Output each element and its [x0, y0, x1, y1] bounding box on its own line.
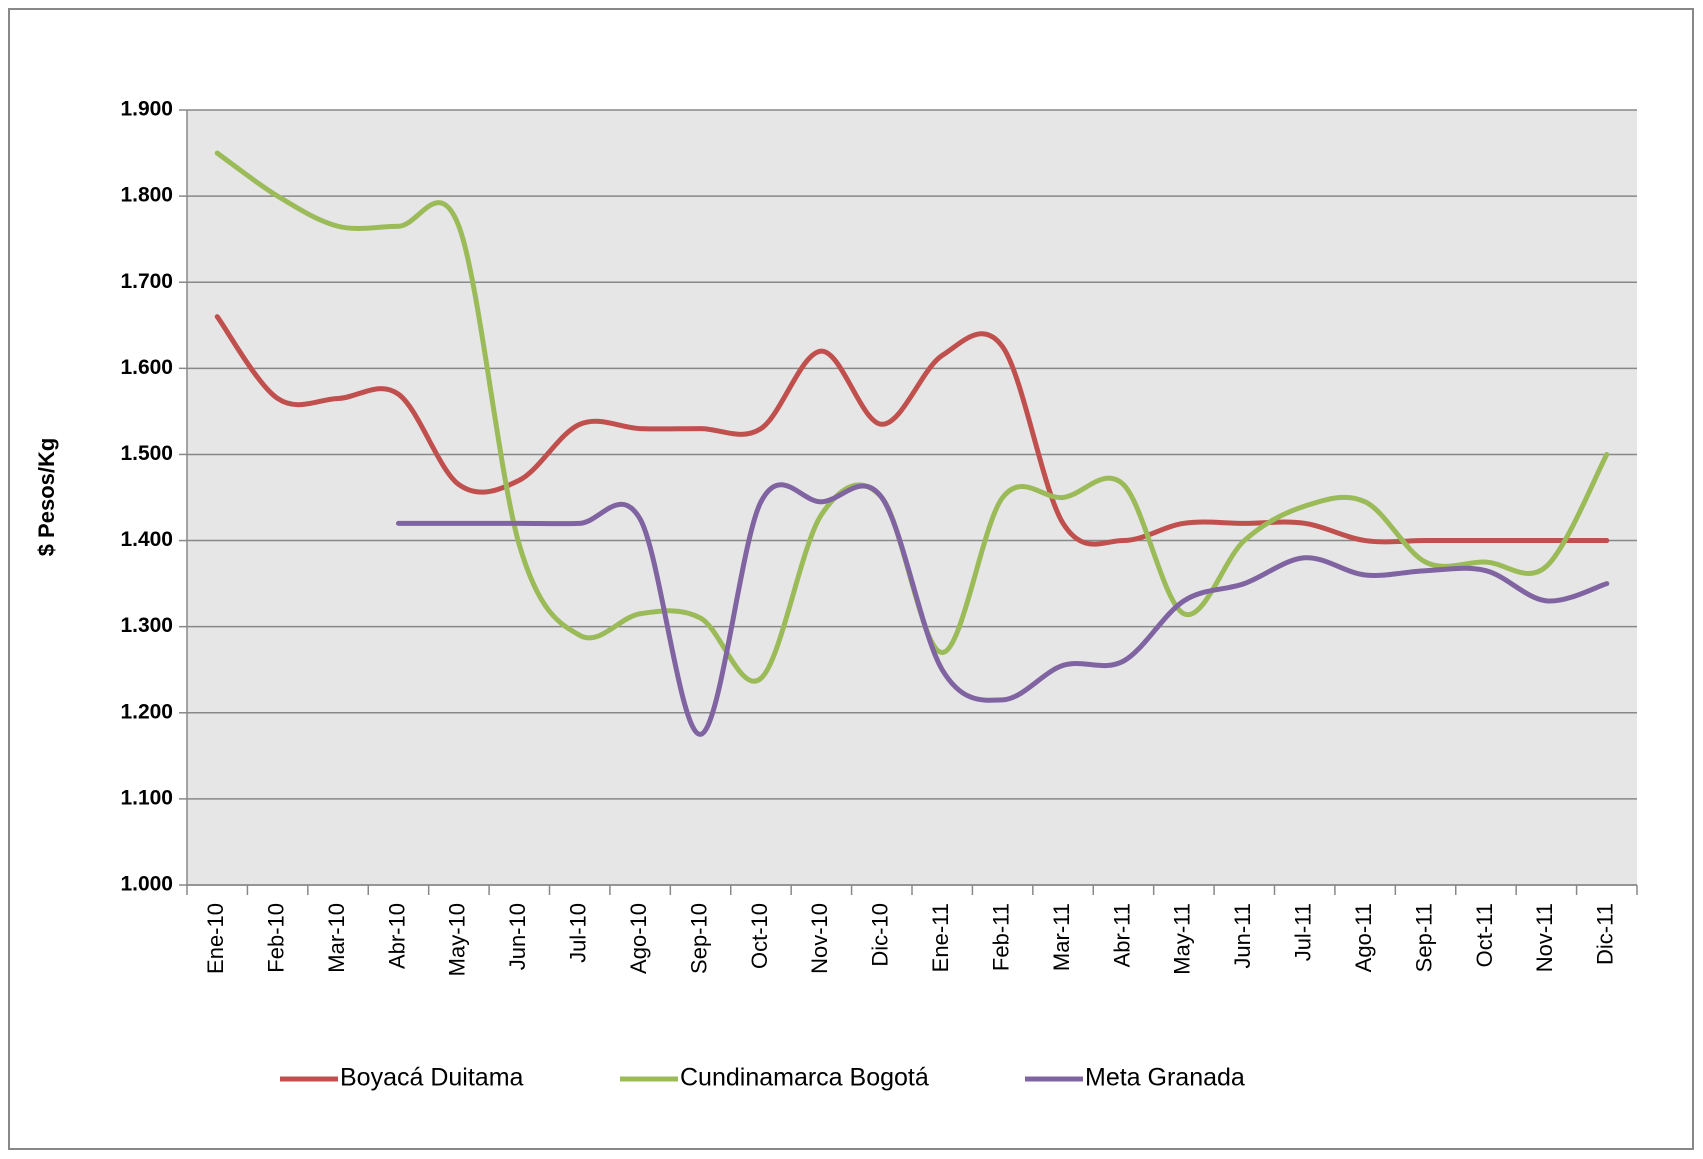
series-line	[395, 482, 1610, 737]
y-tick-label: 1.200	[120, 700, 173, 723]
x-tick-label: Abr-11	[1109, 903, 1134, 967]
plot-area	[187, 110, 1637, 885]
x-tick-label: Mar-10	[324, 903, 349, 973]
x-tick-label: Ago-11	[1351, 903, 1376, 972]
x-tick-label: Mar-11	[1049, 903, 1074, 971]
x-tick-label: Sep-11	[1411, 903, 1436, 972]
y-tick-label: 1.700	[120, 270, 173, 293]
x-tick-label: Abr-10	[384, 903, 409, 969]
x-tick-label: Jun-11	[1230, 903, 1255, 969]
x-tick-label: Ago-10	[626, 903, 651, 974]
y-tick-label: 1.600	[120, 356, 173, 379]
x-tick-label: Dic-10	[868, 903, 893, 967]
series-line	[214, 314, 1610, 547]
y-tick-label: 1.400	[120, 528, 173, 551]
x-tick-label: Feb-10	[263, 903, 288, 973]
x-tick-label: Jun-10	[505, 903, 530, 970]
x-tick-label: Oct-11	[1472, 903, 1497, 967]
y-tick-label: 1.900	[120, 98, 173, 121]
legend-label: Cundinamarca Bogotá	[680, 1064, 929, 1092]
x-tick-label: Nov-11	[1532, 903, 1557, 972]
x-tick-label: Jul-11	[1291, 903, 1316, 961]
legend-label: Meta Granada	[1085, 1064, 1245, 1092]
x-tick-label: Oct-10	[747, 903, 772, 969]
x-tick-label: Sep-10	[686, 903, 711, 974]
y-tick-label: 1.800	[120, 184, 173, 207]
x-tick-label: May-11	[1170, 903, 1195, 975]
x-tick-label: Dic-11	[1593, 903, 1618, 965]
x-tick-label: May-10	[445, 903, 470, 976]
legend-label: Boyacá Duitama	[340, 1064, 524, 1092]
y-tick-label: 1.100	[120, 786, 173, 809]
y-axis-title: $ Pesos/Kg	[34, 438, 59, 557]
x-tick-label: Ene-11	[928, 903, 953, 972]
x-tick-label: Feb-11	[988, 903, 1013, 971]
y-tick-label: 1.300	[120, 614, 173, 637]
x-tick-label: Ene-10	[203, 903, 228, 974]
x-tick-label: Jul-10	[566, 903, 591, 963]
y-tick-label: 1.500	[120, 442, 173, 465]
y-tick-label: 1.000	[120, 873, 173, 896]
x-tick-label: Nov-10	[807, 903, 832, 974]
